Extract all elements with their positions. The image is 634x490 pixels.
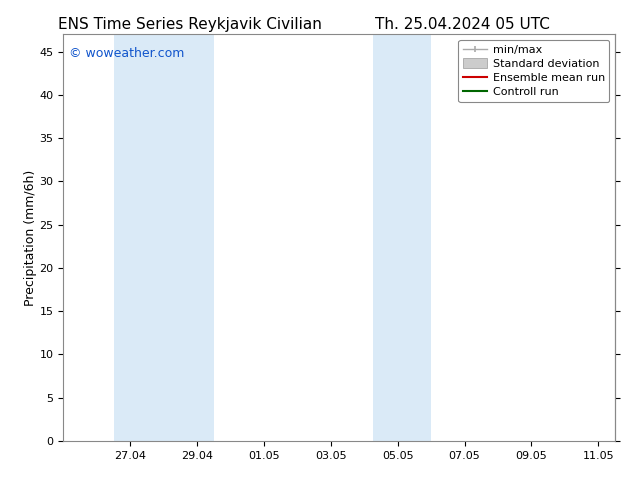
Text: © woweather.com: © woweather.com (69, 47, 184, 59)
Y-axis label: Precipitation (mm/6h): Precipitation (mm/6h) (24, 170, 37, 306)
Bar (113, 34, 214, 441)
Legend: min/max, Standard deviation, Ensemble mean run, Controll run: min/max, Standard deviation, Ensemble me… (458, 40, 609, 102)
Text: ENS Time Series Reykjavik Civilian: ENS Time Series Reykjavik Civilian (58, 17, 322, 32)
Text: Th. 25.04.2024 05 UTC: Th. 25.04.2024 05 UTC (375, 17, 550, 32)
Bar (373, 34, 431, 441)
